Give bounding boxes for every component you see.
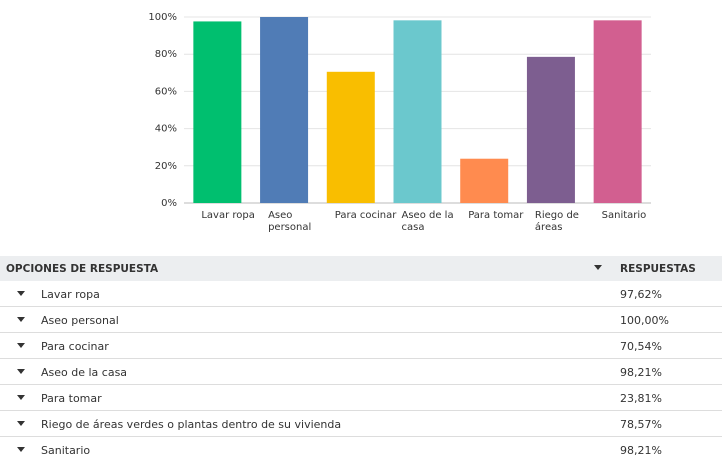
answer-option: Aseo personal [41, 314, 119, 327]
expand-caret[interactable] [17, 447, 25, 452]
response-value: 98,21% [620, 366, 662, 379]
expand-caret[interactable] [17, 317, 25, 322]
answer-option: Riego de áreas verdes o plantas dentro d… [41, 418, 342, 431]
table-row: Riego de áreas verdes o plantas dentro d… [0, 411, 722, 437]
answer-option: Aseo de la casa [41, 366, 128, 379]
bar [593, 20, 642, 203]
table-row: Para tomar 23,81% [0, 385, 722, 411]
expand-caret[interactable] [17, 395, 25, 400]
y-tick-label: 20% [155, 161, 177, 172]
bar [193, 21, 242, 203]
answer-option: Para cocinar [41, 340, 109, 353]
expand-caret[interactable] [17, 343, 25, 348]
table-header: OPCIONES DE RESPUESTA RESPUESTAS [0, 256, 722, 281]
response-value: 100,00% [620, 314, 669, 327]
response-value: 70,54% [620, 340, 662, 353]
bar [526, 56, 575, 203]
x-tick-label: Para cocinar [334, 210, 397, 221]
table-row: Lavar ropa 97,62% [0, 281, 722, 307]
table-row: Aseo de la casa 98,21% [0, 359, 722, 385]
answer-option: Para tomar [41, 392, 102, 405]
x-tick-label: Riego de áreas [534, 210, 579, 233]
response-value: 23,81% [620, 392, 662, 405]
y-tick-label: 40% [155, 124, 177, 135]
table: OPCIONES DE RESPUESTA RESPUESTAS Lavar r… [0, 256, 722, 455]
bar [260, 17, 309, 203]
x-tick-label: Lavar ropa [201, 210, 255, 221]
answer-option: Lavar ropa [41, 288, 100, 301]
bar [393, 20, 442, 203]
header-cell: OPCIONES DE RESPUESTA [6, 263, 159, 275]
response-value: 97,62% [620, 288, 662, 301]
bar [326, 71, 375, 204]
x-tick-label: Aseo personal [268, 210, 312, 233]
table-row: Para cocinar 70,54% [0, 333, 722, 359]
expand-caret[interactable] [17, 421, 25, 426]
x-tick-label: Sanitario [601, 210, 647, 221]
table-row: Aseo personal 100,00% [0, 307, 722, 333]
y-tick-label: 0% [161, 198, 177, 209]
sort-caret[interactable] [594, 265, 602, 270]
y-tick-label: 80% [155, 49, 177, 60]
answer-option: Sanitario [41, 444, 91, 455]
header-cell: RESPUESTAS [620, 263, 696, 275]
expand-caret[interactable] [17, 291, 25, 296]
y-tick-label: 60% [155, 86, 177, 97]
response-value: 78,57% [620, 418, 662, 431]
x-tick-label: Para tomar [468, 210, 524, 221]
y-tick-label: 100% [148, 12, 177, 23]
x-tick-label: Aseo de la casa [401, 210, 454, 233]
bar [460, 158, 509, 203]
table-row: Sanitario 98,21% [0, 437, 722, 455]
response-value: 98,21% [620, 444, 662, 455]
expand-caret[interactable] [17, 369, 25, 374]
chart: 0% 20% 40% 60% 80% 100% [148, 12, 651, 209]
